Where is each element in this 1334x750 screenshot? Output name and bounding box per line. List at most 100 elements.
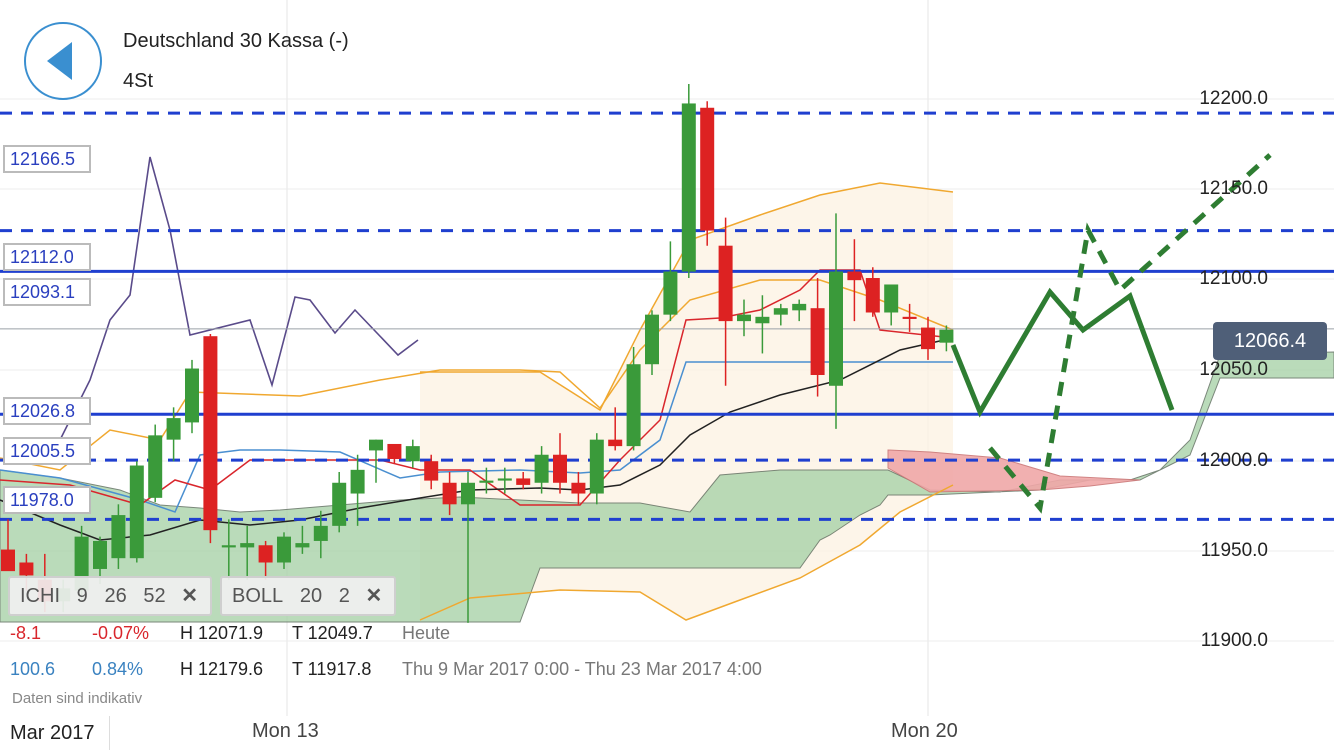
x-tick: Mon 20 bbox=[891, 720, 958, 742]
indicator-ichimoku[interactable]: ICHI 9 26 52 ✕ bbox=[8, 576, 212, 616]
candle-body bbox=[865, 278, 880, 313]
candle-body bbox=[516, 478, 531, 485]
y-tick: 12100.0 bbox=[1199, 268, 1268, 289]
y-tick: 12150.0 bbox=[1199, 178, 1268, 199]
level-label[interactable]: 12005.5 bbox=[3, 437, 91, 465]
candle-body bbox=[185, 368, 199, 423]
y-tick: 12050.0 bbox=[1199, 359, 1268, 380]
candle-body bbox=[571, 482, 586, 494]
candle-body bbox=[810, 308, 825, 375]
tenkan-line bbox=[0, 269, 954, 506]
change-pct-range: 0.84% bbox=[92, 659, 144, 679]
candle-body bbox=[442, 482, 457, 505]
indicator-param: 2 bbox=[338, 585, 350, 607]
kumo-cloud bbox=[0, 351, 1334, 623]
indicator-param: 20 bbox=[299, 585, 323, 607]
forecast-solid bbox=[950, 287, 1175, 418]
close-icon[interactable]: ✕ bbox=[181, 585, 198, 607]
candle-body bbox=[221, 545, 236, 548]
candle-body bbox=[902, 316, 917, 319]
change-today: -8.1 bbox=[10, 623, 42, 643]
candle-body bbox=[608, 439, 623, 447]
candle-body bbox=[645, 314, 659, 365]
candle-body bbox=[829, 271, 843, 386]
candle-body bbox=[277, 536, 291, 563]
candle-body bbox=[681, 103, 696, 272]
candle-body bbox=[755, 316, 770, 324]
bollinger-mid bbox=[0, 279, 954, 471]
x-axis-month: Mar 2017 bbox=[0, 716, 110, 750]
candle-body bbox=[479, 480, 494, 483]
level-label[interactable]: 12026.8 bbox=[3, 397, 91, 425]
candle-body bbox=[424, 461, 439, 481]
high-range: H 12179.6 bbox=[180, 659, 264, 679]
bollinger-lower bbox=[419, 484, 954, 621]
level-label[interactable]: 11978.0 bbox=[3, 486, 91, 514]
candle-body bbox=[166, 418, 181, 440]
candle-body bbox=[773, 308, 788, 315]
current-price-tag: 12066.4 bbox=[1213, 322, 1327, 360]
candle-body bbox=[589, 439, 604, 494]
level-label[interactable]: 12166.5 bbox=[3, 145, 91, 173]
back-button[interactable] bbox=[24, 22, 102, 100]
y-tick: 12000.0 bbox=[1199, 450, 1268, 471]
candle-body bbox=[534, 454, 549, 483]
change-range: 100.6 bbox=[10, 659, 56, 679]
period-today: Heute bbox=[402, 623, 451, 643]
change-pct-today: -0.07% bbox=[92, 623, 150, 643]
close-icon[interactable]: ✕ bbox=[365, 585, 383, 607]
y-tick: 11950.0 bbox=[1200, 540, 1268, 561]
candle-body bbox=[921, 327, 935, 350]
candle-body bbox=[369, 439, 383, 451]
candle-body bbox=[313, 525, 328, 541]
candle-body bbox=[240, 543, 255, 548]
candle-body bbox=[350, 469, 365, 494]
candle-body bbox=[884, 284, 899, 313]
candle-body bbox=[626, 364, 641, 447]
candle-body bbox=[497, 478, 512, 481]
candle-body bbox=[1, 549, 15, 572]
candle-body bbox=[295, 543, 310, 548]
candle-body bbox=[111, 515, 126, 559]
low-range: T 11917.8 bbox=[292, 659, 372, 679]
candle-body bbox=[737, 314, 751, 322]
candle-body bbox=[553, 454, 567, 483]
y-tick: 12200.0 bbox=[1199, 88, 1268, 109]
indicator-bollinger[interactable]: BOLL 20 2 ✕ bbox=[220, 576, 396, 616]
instrument-title: Deutschland 30 Kassa (-) bbox=[123, 30, 349, 52]
candle-body bbox=[718, 245, 733, 322]
candle-body bbox=[148, 435, 163, 498]
timeframe-label[interactable]: 4St bbox=[123, 70, 154, 92]
candle-body bbox=[93, 540, 107, 569]
candle-body bbox=[203, 336, 218, 531]
indicator-name: ICHI bbox=[20, 585, 60, 607]
high-today: H 12071.9 bbox=[180, 623, 264, 643]
kumo-red bbox=[887, 449, 1141, 493]
candle-body bbox=[387, 443, 402, 460]
candle-body bbox=[258, 545, 273, 563]
period-range: Thu 9 Mar 2017 0:00 - Thu 23 Mar 2017 4:… bbox=[402, 659, 762, 679]
candle-body bbox=[332, 482, 347, 526]
candle-body bbox=[792, 303, 807, 311]
low-today: T 12049.7 bbox=[292, 623, 373, 643]
level-label[interactable]: 12112.0 bbox=[3, 243, 91, 271]
candle-body bbox=[663, 271, 678, 315]
candle-body bbox=[939, 329, 954, 343]
indicator-param: 9 bbox=[76, 585, 88, 607]
candle-body bbox=[847, 271, 862, 281]
indicator-param: 26 bbox=[104, 585, 127, 607]
y-tick: 11900.0 bbox=[1200, 630, 1268, 651]
candle-body bbox=[19, 562, 34, 576]
forecast-dashed bbox=[988, 153, 1272, 514]
candle-body bbox=[461, 482, 475, 505]
indicator-param: 52 bbox=[143, 585, 166, 607]
disclaimer: Daten sind indikativ bbox=[12, 690, 143, 707]
indicator-name: BOLL bbox=[232, 585, 284, 607]
candle-body bbox=[405, 446, 420, 462]
chikou-line bbox=[59, 156, 419, 441]
level-label[interactable]: 12093.1 bbox=[3, 278, 91, 306]
x-tick: Mon 13 bbox=[252, 720, 319, 742]
candle-body bbox=[700, 107, 715, 231]
back-arrow-icon bbox=[47, 42, 72, 80]
